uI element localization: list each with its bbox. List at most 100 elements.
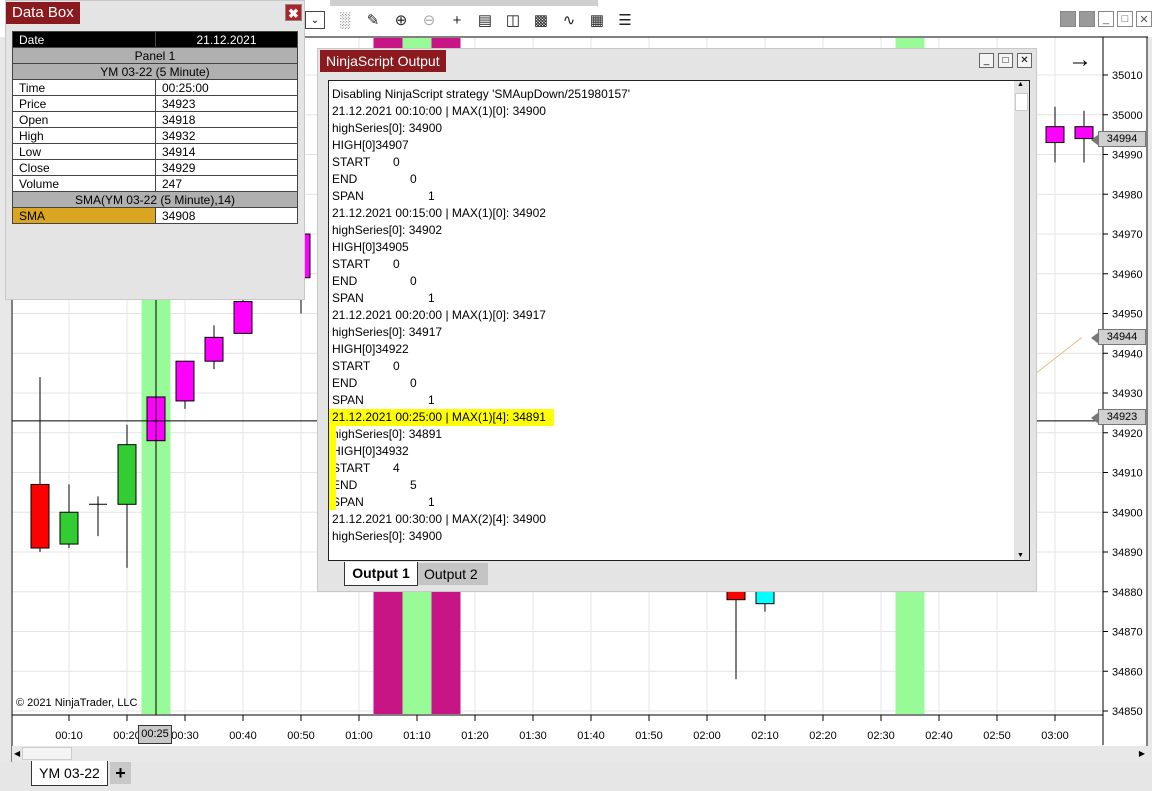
x-tick-label: 02:30 — [867, 730, 895, 742]
line-text: START — [332, 257, 371, 271]
drawing-tool-icon[interactable]: ✎ — [366, 12, 380, 29]
candle-body — [233, 301, 253, 334]
properties-icon[interactable]: ◫ — [505, 12, 521, 29]
candle-body — [117, 444, 137, 505]
strategies-icon[interactable]: ∿ — [562, 12, 576, 29]
scroll-up-icon[interactable]: ▲ — [1017, 81, 1024, 88]
line-value: 1 — [428, 291, 435, 305]
tab-output-2[interactable]: Output 2 — [418, 563, 488, 585]
output-line: SPAN 1 — [332, 188, 435, 205]
divider — [597, 0, 598, 7]
line-text: END — [332, 376, 358, 390]
sma-label: SMA — [12, 207, 156, 224]
output-line: highSeries[0]: 34917 — [332, 324, 442, 341]
y-tick-label: 34930 — [1112, 388, 1143, 400]
bar-type-icon[interactable]: ░ — [339, 11, 351, 29]
y-tick-label: 34990 — [1112, 150, 1143, 162]
line-text: END — [332, 172, 358, 186]
maximize-button[interactable]: □ — [1117, 11, 1133, 27]
line-value: 0 — [410, 172, 417, 186]
close-button[interactable]: ✕ — [1136, 11, 1152, 27]
minimize-button[interactable]: _ — [1098, 11, 1114, 27]
add-tab-button[interactable]: + — [110, 762, 131, 784]
output-line: HIGH[0]34922 — [332, 341, 409, 358]
toolbar-tab-strip — [330, 0, 597, 6]
date-label: Date — [12, 31, 156, 48]
output-line: highSeries[0]: 34900 — [332, 528, 442, 545]
scrollbar-thumb[interactable] — [22, 747, 72, 760]
data-box-close-button[interactable]: ✖ — [285, 4, 302, 21]
output-scrollbar-thumb[interactable] — [1015, 93, 1028, 111]
chart-toolbar: ⌄ ░ ✎ ⊕ ⊖ + ▤ ◫ ▩ ∿ ▦ ☰ — [305, 8, 639, 32]
output-line: 21.12.2021 00:10:00 | MAX(1)[0]: 34900 — [332, 103, 546, 120]
zoom-in-icon[interactable]: ⊕ — [394, 12, 408, 29]
output-line: SPAN 1 — [332, 494, 435, 511]
x-tick-label: 01:50 — [635, 730, 663, 742]
scroll-right-icon[interactable]: ▶ — [1138, 749, 1145, 758]
horizontal-scrollbar[interactable]: ◀ ▶ — [12, 746, 1148, 762]
data-box-title: Data Box — [6, 2, 80, 24]
data-row-low: Low 34914 — [12, 143, 298, 160]
right-frame — [1148, 37, 1152, 762]
candle-body — [175, 360, 195, 402]
zoom-out-icon[interactable]: ⊖ — [422, 12, 436, 29]
output-line: HIGH[0]34905 — [332, 239, 409, 256]
sma-value: 34908 — [155, 207, 298, 224]
indicators-icon[interactable]: ▩ — [533, 12, 549, 29]
candle-body — [59, 511, 79, 545]
output-maximize-button[interactable]: □ — [998, 53, 1013, 68]
panel-button-1[interactable] — [1060, 11, 1076, 27]
line-text: SPAN — [332, 393, 364, 407]
data-row-time: Time 00:25:00 — [12, 79, 298, 96]
y-tick-label: 34920 — [1112, 428, 1143, 440]
y-tick-label: 34870 — [1112, 627, 1143, 639]
x-tick-label: 00:10 — [55, 730, 83, 742]
copyright: © 2021 NinjaTrader, LLC — [16, 697, 138, 709]
y-tick-label: 34850 — [1112, 706, 1143, 718]
arrow-right-icon[interactable]: → — [1068, 46, 1092, 73]
line-text: highSeries[0]: 34902 — [332, 223, 443, 237]
line-text: 21.12.2021 00:10:00 | MAX(1)[0]: 34900 — [332, 104, 546, 118]
output-minimize-button[interactable]: _ — [979, 53, 994, 68]
dropdown-chevron-icon[interactable]: ⌄ — [305, 11, 325, 29]
line-text: HIGH[0]34932 — [332, 444, 409, 458]
line-value: 0 — [410, 274, 417, 288]
line-text: HIGH[0]34907 — [332, 138, 409, 152]
data-box-icon[interactable]: ▤ — [477, 12, 493, 29]
y-tick-label: 35000 — [1112, 110, 1143, 122]
output-line: highSeries[0]: 34900 — [332, 120, 442, 137]
output-scrollbar[interactable]: ▲ ▼ — [1014, 81, 1029, 560]
scroll-down-icon[interactable]: ▼ — [1017, 552, 1024, 559]
output-line: 21.12.2021 00:30:00 | MAX(2)[4]: 34900 — [332, 511, 546, 528]
tab-output-1[interactable]: Output 1 — [344, 562, 418, 586]
instrument-tab[interactable]: YM 03-22 — [31, 761, 108, 786]
output-line: END 0 — [332, 375, 417, 392]
tab-bar — [0, 762, 1152, 791]
price-tag-last: 34994 — [1091, 131, 1146, 147]
scroll-left-icon[interactable]: ◀ — [14, 749, 21, 758]
line-value: 4 — [393, 461, 400, 475]
row-label: Close — [12, 159, 156, 176]
line-text: 21.12.2021 00:25:00 | MAX(1)[4]: 34891 — [332, 410, 546, 424]
selection-marker — [329, 426, 336, 510]
data-box-table: Date 21.12.2021 Panel 1 YM 03-22 (5 Minut… — [12, 31, 298, 224]
line-text: SPAN — [332, 291, 364, 305]
candle-body — [1074, 126, 1094, 140]
output-line: START 0 — [332, 358, 400, 375]
output-text-area[interactable]: Disabling NinjaScript strategy 'SMAupDow… — [328, 80, 1030, 561]
line-text: END — [332, 274, 358, 288]
crosshair-icon[interactable]: + — [452, 11, 462, 29]
output-line: 21.12.2021 00:15:00 | MAX(1)[0]: 34902 — [332, 205, 546, 222]
y-tick-label: 34980 — [1112, 189, 1143, 201]
x-tick-label: 00:20 — [113, 730, 141, 742]
output-line: highSeries[0]: 34891 — [332, 426, 442, 443]
line-text: Disabling NinjaScript strategy 'SMAupDow… — [332, 87, 631, 101]
templates-icon[interactable]: ▦ — [589, 12, 605, 29]
line-value: 0 — [393, 359, 400, 373]
list-icon[interactable]: ☰ — [618, 12, 632, 29]
y-tick-label: 34860 — [1112, 666, 1143, 678]
y-tick-label: 34940 — [1112, 348, 1143, 360]
output-close-button[interactable]: ✕ — [1017, 53, 1032, 68]
output-title: NinjaScript Output — [320, 50, 446, 72]
panel-button-2[interactable] — [1079, 11, 1095, 27]
